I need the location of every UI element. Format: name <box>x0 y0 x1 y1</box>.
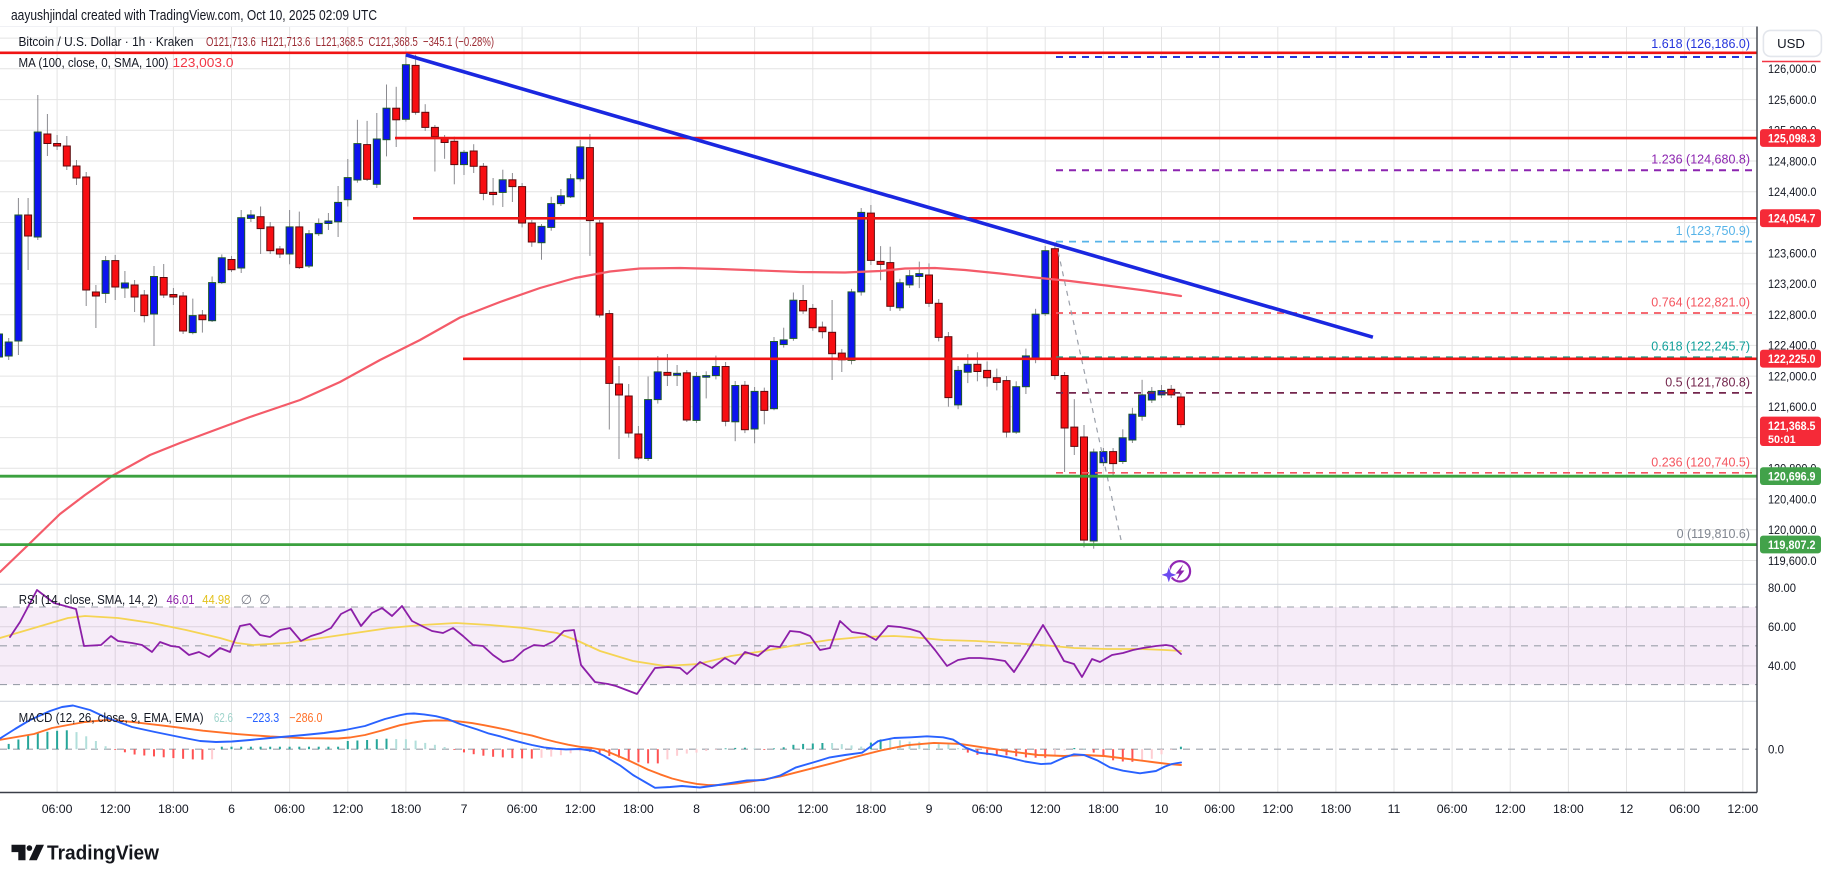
svg-text:06:00: 06:00 <box>739 802 770 816</box>
svg-text:06:00: 06:00 <box>1204 802 1235 816</box>
svg-text:123,200.0: 123,200.0 <box>1768 277 1817 291</box>
svg-text:7: 7 <box>461 802 468 816</box>
svg-text:12: 12 <box>1620 802 1634 816</box>
svg-text:06:00: 06:00 <box>42 802 73 816</box>
svg-text:12:00: 12:00 <box>1262 802 1293 816</box>
svg-text:MA (100, close, 0, SMA, 100): MA (100, close, 0, SMA, 100) <box>19 55 169 70</box>
svg-text:122,400.0: 122,400.0 <box>1768 339 1817 353</box>
svg-text:50:01: 50:01 <box>1768 434 1796 446</box>
svg-text:1.236 (124,680.8): 1.236 (124,680.8) <box>1651 153 1750 167</box>
svg-text:125,098.3: 125,098.3 <box>1768 131 1816 145</box>
svg-text:124,800.0: 124,800.0 <box>1768 154 1817 168</box>
svg-text:12:00: 12:00 <box>1030 802 1061 816</box>
svg-text:0.764 (122,821.0): 0.764 (122,821.0) <box>1651 296 1750 310</box>
svg-text:126,000.0: 126,000.0 <box>1768 62 1817 76</box>
svg-text:18:00: 18:00 <box>1088 802 1119 816</box>
svg-text:122,225.0: 122,225.0 <box>1768 352 1816 366</box>
svg-text:125,600.0: 125,600.0 <box>1768 93 1817 107</box>
svg-text:06:00: 06:00 <box>507 802 538 816</box>
svg-text:06:00: 06:00 <box>1669 802 1700 816</box>
svg-text:RSI (14, close, SMA, 14, 2): RSI (14, close, SMA, 14, 2) <box>19 592 158 607</box>
svg-text:06:00: 06:00 <box>274 802 305 816</box>
svg-text:1.618 (126,186.0): 1.618 (126,186.0) <box>1651 37 1750 51</box>
svg-text:TradingView: TradingView <box>47 841 159 864</box>
svg-text:80.00: 80.00 <box>1768 581 1796 595</box>
svg-text:120,400.0: 120,400.0 <box>1768 492 1817 506</box>
svg-text:120,696.9: 120,696.9 <box>1768 470 1816 484</box>
svg-text:18:00: 18:00 <box>856 802 887 816</box>
svg-text:0.0: 0.0 <box>1768 743 1784 757</box>
svg-text:12:00: 12:00 <box>565 802 596 816</box>
svg-text:60.00: 60.00 <box>1768 620 1796 634</box>
svg-text:121,368.5: 121,368.5 <box>1768 419 1816 433</box>
svg-text:8: 8 <box>693 802 700 816</box>
svg-text:124,054.7: 124,054.7 <box>1768 212 1816 226</box>
svg-text:119,807.2: 119,807.2 <box>1768 538 1816 552</box>
svg-text:06:00: 06:00 <box>972 802 1003 816</box>
svg-text:123,003.0: 123,003.0 <box>173 55 234 70</box>
svg-text:aayushjindal created with Trad: aayushjindal created with TradingView.co… <box>11 7 377 24</box>
svg-text:−286.0: −286.0 <box>289 710 322 725</box>
svg-text:122,000.0: 122,000.0 <box>1768 369 1817 383</box>
svg-text:O121,713.6 H121,713.6 L121,3: O121,713.6 H121,713.6 L121,368.5 C121,36… <box>206 34 494 49</box>
svg-text:12:00: 12:00 <box>1495 802 1526 816</box>
svg-text:11: 11 <box>1388 802 1401 816</box>
svg-text:MACD (12, 26, close, 9, EMA, E: MACD (12, 26, close, 9, EMA, EMA) <box>19 710 204 725</box>
svg-text:12:00: 12:00 <box>1727 802 1758 816</box>
svg-text:10: 10 <box>1155 802 1169 816</box>
svg-text:40.00: 40.00 <box>1768 659 1796 673</box>
svg-text:119,600.0: 119,600.0 <box>1768 554 1817 568</box>
svg-text:18:00: 18:00 <box>623 802 654 816</box>
svg-text:0 (119,810.6): 0 (119,810.6) <box>1677 527 1750 541</box>
svg-text:−223.3: −223.3 <box>246 710 279 725</box>
svg-text:46.01: 46.01 <box>167 592 195 607</box>
svg-text:121,600.0: 121,600.0 <box>1768 400 1817 414</box>
svg-text:44.98: 44.98 <box>202 592 230 607</box>
svg-text:6: 6 <box>228 802 235 816</box>
svg-text:0.618 (122,245.7): 0.618 (122,245.7) <box>1651 340 1750 354</box>
svg-text:122,800.0: 122,800.0 <box>1768 308 1817 322</box>
svg-text:12:00: 12:00 <box>797 802 828 816</box>
svg-text:18:00: 18:00 <box>391 802 422 816</box>
svg-text:18:00: 18:00 <box>1553 802 1584 816</box>
svg-text:USD: USD <box>1777 36 1805 51</box>
svg-text:124,400.0: 124,400.0 <box>1768 185 1817 199</box>
svg-text:18:00: 18:00 <box>158 802 189 816</box>
svg-text:62.6: 62.6 <box>214 710 233 725</box>
svg-text:9: 9 <box>926 802 933 816</box>
svg-text:0.236 (120,740.5): 0.236 (120,740.5) <box>1651 455 1750 469</box>
svg-text:18:00: 18:00 <box>1321 802 1352 816</box>
svg-text:12:00: 12:00 <box>100 802 131 816</box>
svg-text:120,000.0: 120,000.0 <box>1768 523 1817 537</box>
svg-text:0.5 (121,780.8): 0.5 (121,780.8) <box>1665 375 1750 389</box>
svg-text:123,600.0: 123,600.0 <box>1768 247 1817 261</box>
svg-text:∅ ∅: ∅ ∅ <box>241 592 271 607</box>
svg-text:1 (123,750.9): 1 (123,750.9) <box>1676 224 1750 238</box>
svg-text:12:00: 12:00 <box>332 802 363 816</box>
svg-text:06:00: 06:00 <box>1437 802 1468 816</box>
svg-text:Bitcoin / U.S. Dollar · 1h · K: Bitcoin / U.S. Dollar · 1h · Kraken <box>19 34 194 49</box>
